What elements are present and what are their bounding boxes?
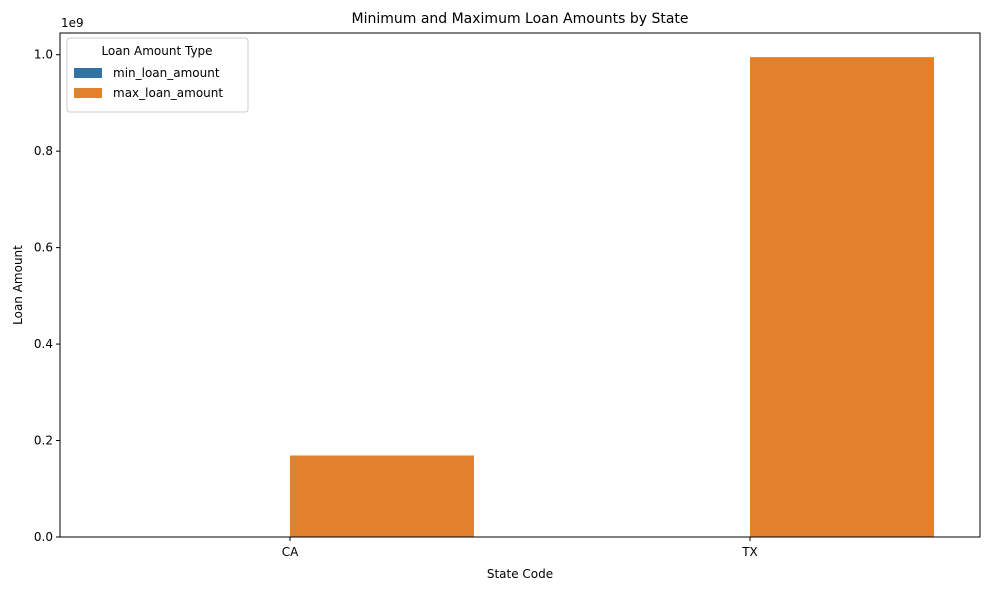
plot-frame — [59, 32, 981, 538]
legend-label-max: max_loan_amount — [113, 86, 223, 100]
legend-box — [66, 37, 249, 113]
x-axis-label: State Code — [487, 567, 553, 581]
x-tick-label: TX — [741, 545, 758, 559]
bar-max_loan_amount-CA — [290, 455, 474, 537]
legend-title: Loan Amount Type — [101, 44, 212, 58]
y-tick-label: 0.6 — [34, 241, 53, 255]
legend: Loan Amount Type min_loan_amount max_loa… — [66, 37, 249, 113]
bars-group — [290, 57, 934, 537]
y-tick-label: 0.4 — [34, 337, 53, 351]
bar-max_loan_amount-TX — [750, 57, 934, 537]
y-tick-label: 0.8 — [34, 144, 53, 158]
y-tick-label: 0.2 — [34, 434, 53, 448]
y-offset-label: 1e9 — [61, 16, 84, 30]
legend-label-min: min_loan_amount — [113, 66, 220, 80]
x-tick-label: CA — [282, 545, 299, 559]
y-tick-label: 0.0 — [34, 530, 53, 544]
y-tick-label: 1.0 — [34, 48, 53, 62]
legend-swatch-max — [74, 88, 102, 98]
y-ticks-group: 0.0 0.2 0.4 0.6 0.8 1.0 — [34, 48, 60, 544]
y-axis-label: Loan Amount — [11, 245, 25, 325]
legend-swatch-min — [74, 68, 102, 78]
x-ticks-group: CA TX — [282, 537, 758, 559]
chart-title: Minimum and Maximum Loan Amounts by Stat… — [351, 11, 688, 27]
